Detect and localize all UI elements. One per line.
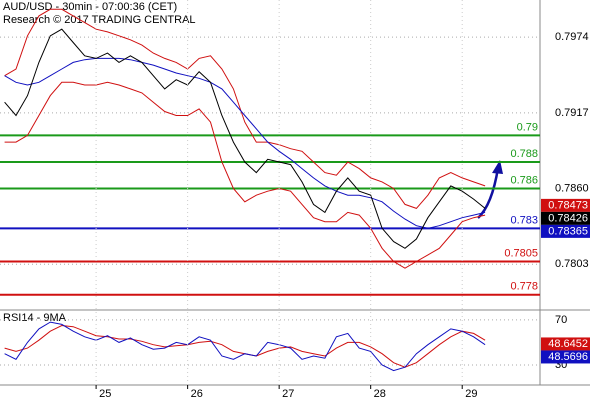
chart-subtitle: Research © 2017 TRADING CENTRAL: [3, 14, 196, 26]
y-tick-label: 0.7803: [555, 258, 589, 270]
y-tick-label: 0.7974: [555, 31, 589, 43]
level-label: 0.786: [510, 174, 538, 186]
x-tick-label: 25: [99, 388, 111, 400]
level-label: 0.783: [510, 214, 538, 226]
price-marker-label: 0.78426: [548, 212, 588, 224]
price-marker: [541, 198, 590, 212]
level-label: 0.778: [510, 281, 538, 293]
price-marker: [541, 350, 590, 364]
series-line: [4, 28, 486, 249]
series-line: [4, 57, 486, 229]
y-tick-label: 70: [555, 314, 567, 326]
x-tick-label: 28: [374, 388, 386, 400]
level-label: 0.788: [510, 148, 538, 160]
price-marker-label: 48.5696: [548, 351, 588, 363]
level-label: 0.79: [517, 121, 538, 133]
series-line: [4, 8, 486, 209]
forecast-arrowhead: [492, 160, 503, 174]
rsi-title: RSI14 - 9MA: [3, 312, 67, 324]
price-marker-label: 0.78473: [548, 199, 588, 211]
x-tick-label: 27: [282, 388, 294, 400]
price-marker-label: 48.6452: [548, 338, 588, 350]
y-tick-label: 0.7917: [555, 107, 589, 119]
x-tick-label: 26: [191, 388, 203, 400]
chart-title: AUD/USD - 30min - 07:00:36 (CET): [3, 1, 177, 13]
price-marker-label: 0.78365: [548, 225, 588, 237]
x-tick-label: 29: [465, 388, 477, 400]
price-marker: [541, 337, 590, 351]
price-marker: [541, 211, 590, 225]
level-label: 0.7805: [504, 247, 538, 259]
y-tick-label: 0.7860: [555, 182, 589, 194]
series-line: [4, 81, 486, 269]
forecast-arrow: [477, 167, 500, 219]
series-line: [4, 321, 486, 372]
price-marker: [541, 224, 590, 238]
